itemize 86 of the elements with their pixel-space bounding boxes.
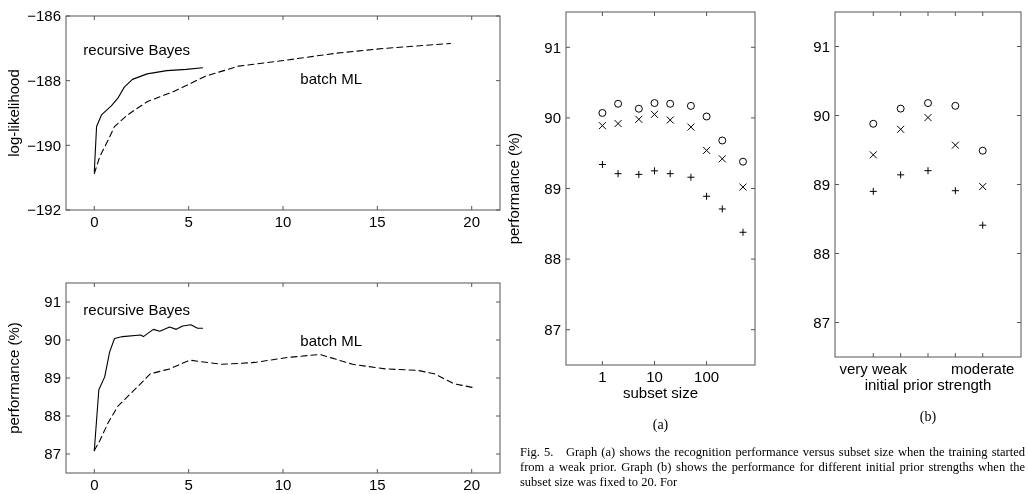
x-tick-label: 10	[646, 368, 663, 385]
caption: Fig. 5. Graph (a) shows the recognition performance versus subset size when the training started from a weak prior. Graph (b) shows the performance for different initial prior strengths when the subset size was fixed to 20. For	[520, 445, 1025, 490]
point	[739, 183, 747, 192]
point	[598, 121, 607, 130]
point	[614, 99, 623, 108]
x-tick-label: 5	[184, 476, 193, 493]
x-tick-label: 15	[369, 213, 386, 230]
point	[718, 136, 727, 145]
y-tick-label: 89	[813, 175, 830, 193]
x-tick-label: 10	[274, 476, 292, 493]
x-tick-label: 0	[90, 476, 99, 493]
x-tick-label: 10	[274, 213, 292, 230]
series-label: recursive Bayes	[83, 301, 191, 319]
y-tick-label: 87	[44, 445, 61, 463]
point	[650, 99, 659, 108]
x-tick-label: moderate	[951, 360, 1015, 377]
point	[634, 115, 643, 124]
point	[702, 146, 711, 155]
text: (a)	[652, 417, 669, 433]
point	[978, 221, 987, 230]
x-tick-label: 20	[463, 476, 481, 493]
point	[702, 112, 711, 121]
y-tick-label: −186	[27, 7, 61, 25]
point	[739, 228, 747, 237]
x-tick-label: very weak	[839, 360, 908, 377]
y-axis-title: performance (%)	[5, 322, 22, 434]
point	[614, 169, 623, 178]
y-tick-label: 89	[44, 369, 61, 387]
y-axis-title: performance (%)	[505, 132, 522, 245]
y-tick-label: 91	[44, 293, 61, 311]
point	[686, 173, 695, 182]
point	[718, 154, 727, 163]
y-tick-label: 91	[544, 38, 561, 56]
text: (b)	[919, 409, 937, 425]
y-tick-label: 90	[544, 109, 561, 127]
y-tick-label: 88	[44, 407, 61, 425]
point	[666, 116, 675, 125]
point	[951, 141, 960, 150]
x-axis-title: subset size	[622, 384, 699, 401]
x-tick-label: 1	[598, 368, 607, 385]
y-tick-label: −190	[27, 136, 61, 154]
point	[869, 150, 878, 159]
point	[896, 170, 905, 179]
point	[951, 186, 960, 195]
series-label: batch ML	[300, 331, 363, 349]
point	[896, 125, 905, 134]
point	[718, 204, 727, 213]
point	[650, 110, 659, 119]
point	[896, 104, 905, 113]
series-label: batch ML	[300, 69, 363, 87]
series-label: recursive Bayes	[83, 40, 191, 58]
y-tick-label: 87	[813, 313, 830, 331]
point	[614, 119, 623, 128]
y-tick-label: 87	[544, 320, 561, 338]
x-tick-label: 0	[90, 213, 99, 230]
point	[869, 187, 878, 196]
x-tick-label: 20	[463, 213, 481, 230]
y-tick-label: 90	[813, 106, 830, 124]
x-axis-title: initial prior strength	[864, 376, 992, 393]
point	[951, 101, 960, 110]
y-tick-label: −192	[27, 201, 61, 219]
y-tick-label: 88	[813, 244, 830, 262]
point	[924, 99, 932, 108]
point	[598, 108, 607, 117]
x-tick-label: 15	[369, 476, 386, 493]
point	[666, 169, 675, 178]
y-tick-label: 89	[544, 179, 561, 197]
y-axis-title: log-likelihood	[5, 69, 22, 157]
point	[924, 166, 932, 175]
point	[739, 157, 747, 166]
y-tick-label: 88	[544, 250, 561, 268]
point	[634, 104, 643, 113]
point	[978, 146, 987, 155]
point	[634, 170, 643, 179]
y-tick-label: 91	[813, 37, 830, 55]
point	[686, 123, 695, 132]
point	[978, 182, 987, 191]
point	[666, 99, 675, 108]
point	[702, 192, 711, 201]
point	[924, 113, 932, 122]
y-tick-label: 90	[44, 331, 61, 349]
y-tick-label: −188	[27, 71, 61, 89]
x-tick-label: 5	[184, 213, 193, 230]
point	[869, 119, 878, 128]
x-tick-label: 100	[694, 368, 720, 385]
point	[686, 101, 695, 110]
